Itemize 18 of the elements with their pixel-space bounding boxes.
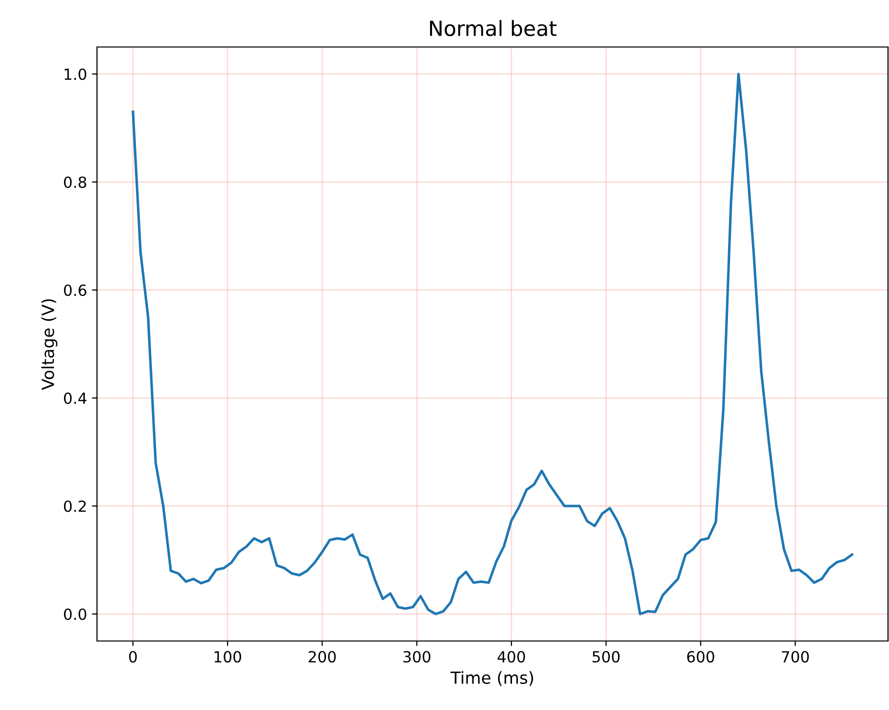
y-tick-label: 0.2 <box>64 500 86 512</box>
x-tick-label: 100 <box>214 650 242 663</box>
y-tick-label: 0.0 <box>64 608 86 620</box>
chart-title: Normal beat <box>430 20 556 36</box>
x-tick-label: 700 <box>782 650 809 663</box>
x-tick-label: 400 <box>498 650 525 663</box>
x-tick-label: 200 <box>308 650 336 663</box>
x-tick-label: 600 <box>687 650 714 663</box>
x-axis-title: Time (ms) <box>450 671 534 686</box>
y-tick-label: 0.4 <box>64 392 86 404</box>
x-tick-label: 500 <box>592 650 620 663</box>
y-tick-label: 1.0 <box>64 68 86 80</box>
y-tick-label: 0.6 <box>64 284 86 296</box>
x-tick-label: 300 <box>403 650 430 663</box>
line-series <box>132 72 854 616</box>
y-tick-label: 0.8 <box>64 176 86 188</box>
x-tick-label: 0 <box>129 650 137 663</box>
y-axis-title: Voltage (V) <box>41 299 58 390</box>
